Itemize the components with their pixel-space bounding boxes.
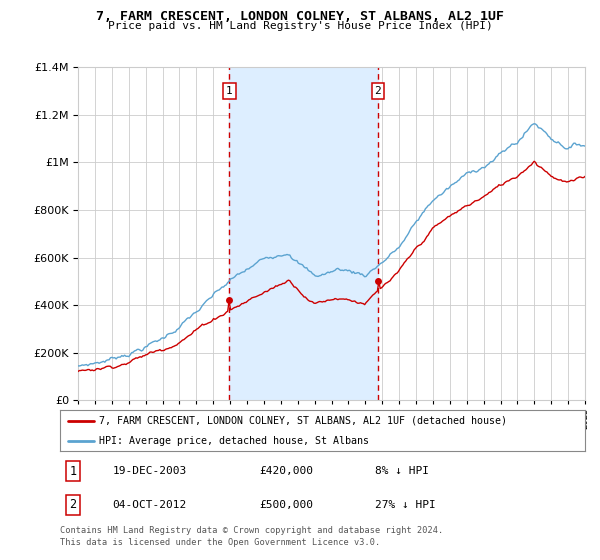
Text: 19-DEC-2003: 19-DEC-2003 [113, 466, 187, 476]
Text: HPI: Average price, detached house, St Albans: HPI: Average price, detached house, St A… [100, 436, 370, 446]
Text: Price paid vs. HM Land Registry's House Price Index (HPI): Price paid vs. HM Land Registry's House … [107, 21, 493, 31]
Text: 7, FARM CRESCENT, LONDON COLNEY, ST ALBANS, AL2 1UF: 7, FARM CRESCENT, LONDON COLNEY, ST ALBA… [96, 10, 504, 23]
Text: Contains HM Land Registry data © Crown copyright and database right 2024.: Contains HM Land Registry data © Crown c… [60, 526, 443, 535]
Text: £500,000: £500,000 [260, 500, 314, 510]
Text: 27% ↓ HPI: 27% ↓ HPI [375, 500, 436, 510]
Text: This data is licensed under the Open Government Licence v3.0.: This data is licensed under the Open Gov… [60, 538, 380, 547]
Text: 2: 2 [374, 86, 382, 96]
Text: 7, FARM CRESCENT, LONDON COLNEY, ST ALBANS, AL2 1UF (detached house): 7, FARM CRESCENT, LONDON COLNEY, ST ALBA… [100, 416, 508, 426]
Text: 04-OCT-2012: 04-OCT-2012 [113, 500, 187, 510]
Bar [229, 67, 378, 400]
Text: 1: 1 [226, 86, 233, 96]
Text: £420,000: £420,000 [260, 466, 314, 476]
Text: 1: 1 [70, 465, 77, 478]
Text: 2: 2 [70, 498, 77, 511]
Text: 8% ↓ HPI: 8% ↓ HPI [375, 466, 429, 476]
